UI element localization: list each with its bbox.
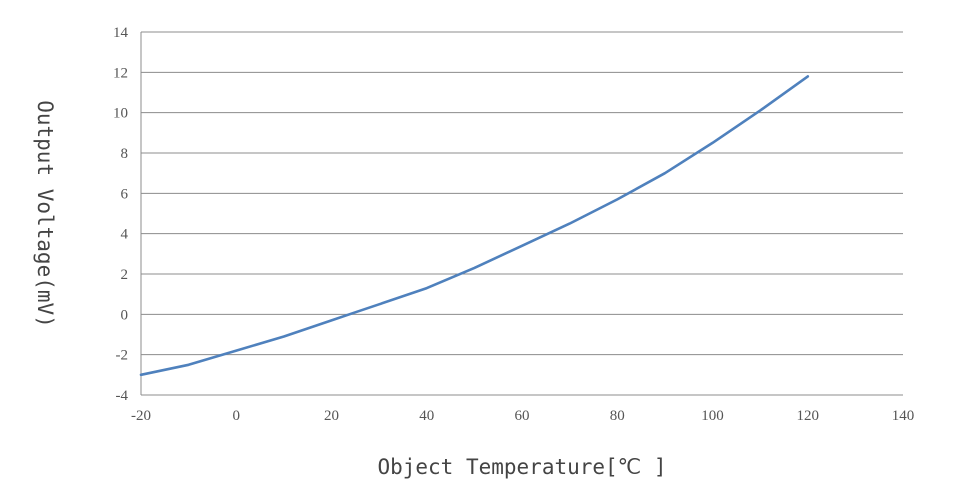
y-tick-label: 6 — [121, 186, 129, 202]
series-line-0 — [139, 75, 810, 377]
x-tick-label: 100 — [701, 408, 724, 424]
x-tick-label: 60 — [515, 408, 530, 424]
x-tick-label: 20 — [324, 408, 339, 424]
x-tick-labels: -20 0 20 40 60 80 100 120 140 — [131, 408, 914, 424]
x-tick-label: 40 — [419, 408, 434, 424]
y-tick-label: 10 — [113, 106, 128, 122]
y-tick-label: 8 — [121, 146, 129, 162]
y-tick-label: 4 — [121, 227, 129, 243]
y-tick-label: -4 — [116, 388, 129, 404]
y-tick-label: 2 — [121, 267, 129, 283]
x-tick-label: -20 — [131, 408, 151, 424]
x-tick-label: 0 — [233, 408, 241, 424]
x-tick-label: 140 — [892, 408, 915, 424]
x-tick-label: 120 — [797, 408, 820, 424]
y-tick-label: 0 — [121, 307, 129, 323]
y-tick-label: -2 — [116, 348, 129, 364]
y-axis-label: Output Voltage(mV) — [33, 100, 57, 328]
x-tick-label: 80 — [610, 408, 625, 424]
y-tick-labels: 14 12 10 8 6 4 2 0 -2 -4 — [113, 25, 129, 404]
grid-lines — [140, 31, 903, 396]
y-tick-label: 12 — [113, 65, 128, 81]
x-axis-label: Object Temperature[℃ ] — [377, 455, 666, 479]
series-lines — [139, 75, 810, 377]
y-tick-label: 14 — [113, 25, 129, 41]
